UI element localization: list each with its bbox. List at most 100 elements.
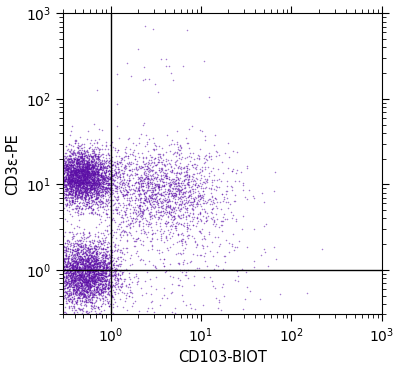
Point — [73, 171, 80, 177]
Point — [80, 256, 86, 262]
Point — [64, 267, 71, 273]
Point — [174, 151, 180, 157]
Point — [64, 272, 71, 278]
Point — [70, 280, 76, 286]
Point — [85, 250, 92, 256]
Point — [75, 258, 82, 264]
Point — [113, 169, 119, 175]
Point — [121, 154, 128, 160]
Point — [97, 263, 104, 269]
Point — [87, 173, 94, 179]
Point — [72, 167, 78, 173]
Point — [76, 167, 82, 173]
Point — [161, 292, 168, 298]
Point — [132, 172, 139, 178]
Point — [81, 293, 87, 299]
Point — [202, 258, 208, 264]
Point — [179, 186, 185, 191]
Point — [140, 166, 147, 172]
Point — [72, 162, 79, 168]
Point — [114, 266, 120, 272]
Point — [174, 149, 180, 155]
Point — [70, 274, 76, 280]
Point — [68, 161, 74, 167]
Point — [88, 182, 94, 188]
Point — [92, 266, 98, 272]
Point — [100, 203, 106, 209]
Point — [87, 286, 93, 292]
Point — [95, 155, 101, 161]
Point — [78, 167, 84, 173]
Point — [76, 187, 82, 193]
Point — [72, 191, 79, 197]
Point — [99, 293, 106, 299]
Point — [83, 266, 90, 272]
Point — [186, 188, 192, 194]
Point — [94, 268, 100, 274]
Point — [115, 170, 122, 175]
Point — [167, 202, 173, 208]
Point — [195, 192, 201, 198]
Point — [196, 190, 202, 196]
Point — [195, 183, 202, 188]
Point — [102, 267, 109, 273]
Point — [89, 207, 95, 213]
Point — [91, 300, 97, 306]
Point — [67, 260, 73, 266]
Point — [74, 169, 81, 175]
Point — [136, 163, 142, 169]
Point — [78, 257, 84, 263]
Point — [105, 197, 111, 203]
Point — [166, 187, 173, 193]
Point — [77, 173, 84, 178]
Point — [97, 250, 103, 256]
Point — [180, 63, 186, 69]
Point — [81, 293, 87, 299]
Point — [79, 282, 85, 288]
Point — [183, 197, 189, 203]
Point — [96, 249, 102, 255]
Point — [83, 205, 89, 211]
Point — [154, 89, 161, 95]
Point — [97, 277, 104, 283]
Point — [90, 269, 97, 275]
Point — [109, 165, 115, 171]
Point — [69, 194, 76, 200]
Point — [143, 205, 150, 211]
Point — [104, 249, 110, 255]
Point — [78, 154, 84, 160]
Point — [178, 212, 184, 218]
Point — [62, 263, 68, 269]
Point — [93, 297, 99, 303]
Point — [150, 192, 156, 198]
Point — [181, 165, 187, 171]
Point — [87, 255, 93, 261]
Point — [67, 241, 74, 247]
Point — [71, 156, 77, 162]
Point — [77, 289, 83, 295]
Point — [64, 153, 70, 159]
Point — [145, 171, 151, 177]
Point — [82, 249, 88, 255]
Point — [163, 245, 170, 251]
Point — [150, 156, 157, 162]
Point — [96, 173, 102, 179]
Point — [119, 191, 125, 197]
Point — [82, 182, 89, 188]
Point — [93, 276, 99, 282]
Point — [82, 286, 88, 292]
Point — [93, 151, 99, 157]
Point — [97, 170, 104, 176]
Point — [73, 171, 79, 177]
Point — [182, 176, 188, 182]
Point — [97, 164, 104, 170]
Point — [114, 183, 120, 189]
Point — [105, 231, 112, 237]
Point — [81, 285, 88, 290]
Point — [106, 214, 112, 220]
Point — [68, 162, 74, 168]
Point — [70, 152, 76, 158]
Point — [86, 182, 92, 188]
Point — [142, 154, 149, 160]
Point — [112, 183, 118, 189]
